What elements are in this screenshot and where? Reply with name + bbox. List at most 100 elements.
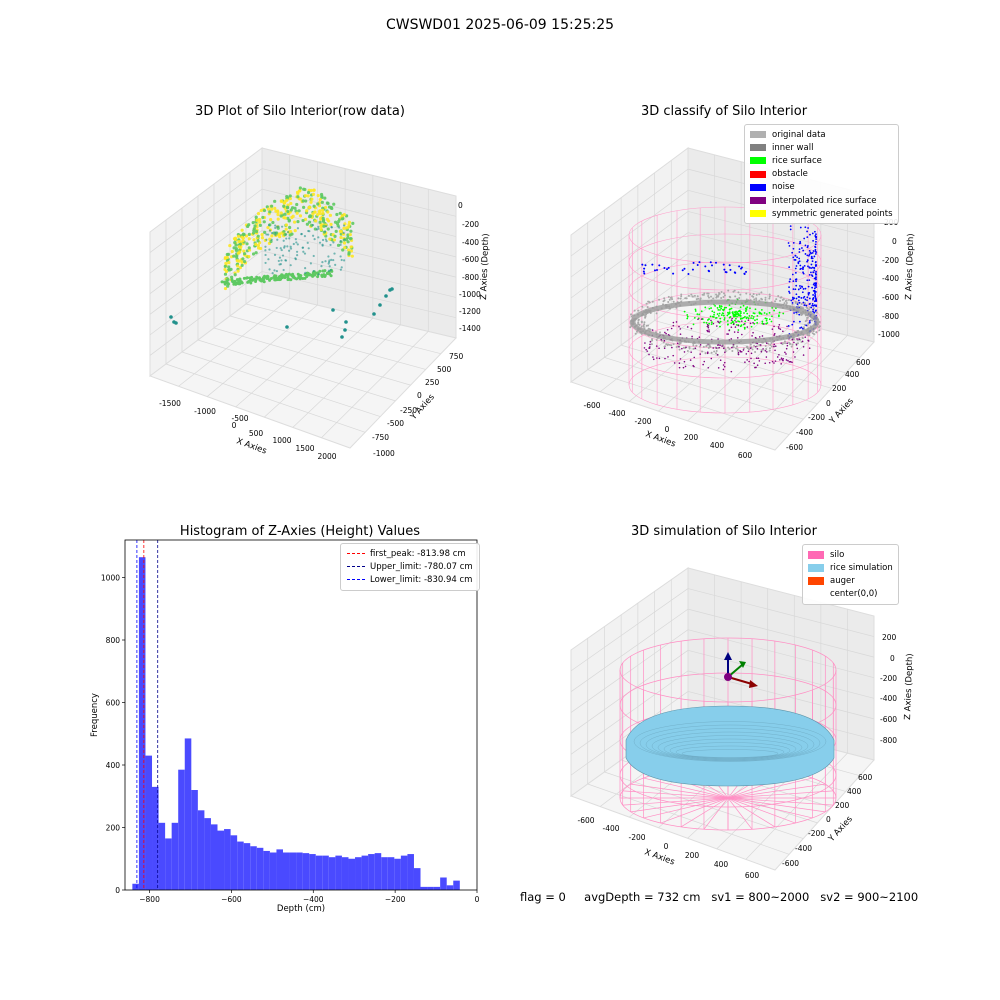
status-footer: flag = 0 avgDepth = 732 cm sv1 = 800~200…: [520, 890, 918, 904]
flag-text: flag = 0: [520, 890, 566, 904]
raw-ytick: -750: [372, 433, 389, 442]
histogram-bar: [210, 824, 218, 890]
raw-ytick: 750: [449, 352, 464, 361]
legend-swatch: [750, 157, 766, 165]
histogram-bar: [361, 855, 369, 890]
histogram-bar: [158, 822, 166, 890]
y-arrow-head-icon: [739, 661, 746, 668]
legend-label: first_peak: -813.98 cm: [370, 548, 466, 559]
histogram-bar: [335, 855, 342, 890]
raw-xtick: 1500: [295, 444, 314, 453]
cls-ztick: 0: [892, 237, 897, 246]
raw-xtick: -1000: [194, 407, 216, 416]
cls-ztick: -200: [882, 256, 899, 265]
sim-xtick: -400: [602, 824, 619, 833]
legend-item: noise: [750, 181, 893, 194]
sim-ytick: -600: [782, 859, 799, 868]
legend-line: [347, 579, 365, 581]
center-marker-icon: [724, 673, 732, 681]
histogram-bar: [433, 886, 441, 890]
sim-ytick: 200: [835, 801, 850, 810]
histogram-ytick-label: 800: [106, 636, 121, 645]
sim-ytick: 400: [847, 787, 862, 796]
sim-xtick: -600: [577, 816, 594, 825]
simulation-panel-title: 3D simulation of Silo Interior: [631, 524, 817, 539]
sim-xtick: 600: [745, 871, 760, 880]
histogram-xtick-label: −400: [303, 895, 324, 904]
histogram-ytick-label: 200: [106, 824, 121, 833]
histogram-bar: [152, 786, 159, 890]
y-axis-arrow-icon: [727, 664, 743, 678]
sim-xtick: 200: [685, 851, 700, 860]
histogram-bar: [322, 855, 329, 890]
cls-ytick: -400: [796, 428, 813, 437]
legend-item: first_peak: -813.98 cm: [347, 547, 473, 560]
sim-xtick: -200: [628, 833, 645, 842]
histogram-bar: [420, 886, 428, 890]
cls-ylabel: Y Axies: [827, 396, 856, 427]
legend-item: interpolated rice surface: [750, 194, 893, 207]
histogram-bar: [165, 838, 172, 890]
raw-ztick: 0: [458, 201, 463, 210]
raw-xtick: -500: [231, 414, 248, 423]
legend-label: center(0,0): [830, 589, 878, 600]
raw-xlabel: X Axies: [235, 436, 268, 456]
legend-label: noise: [772, 182, 795, 193]
histogram-bar: [387, 857, 395, 890]
legend-swatch: [808, 550, 824, 559]
legend-item: Upper_limit: -780.07 cm: [347, 560, 473, 573]
sim-ztick: -200: [880, 674, 897, 683]
raw-xtick: 2000: [317, 452, 336, 461]
histogram-bar: [263, 850, 270, 890]
cls-ytick: -600: [786, 443, 803, 452]
legend-label: Lower_limit: -830.94 cm: [370, 574, 473, 585]
raw-ztick: -600: [462, 255, 479, 264]
cls-ztick: -800: [882, 312, 899, 321]
cls-xtick: -200: [634, 417, 651, 426]
histogram-bar: [348, 858, 356, 890]
legend-label: obstacle: [772, 169, 808, 180]
legend-label: rice surface: [772, 155, 822, 166]
sim-ztick: -400: [880, 694, 897, 703]
classify-panel-title: 3D classify of Silo Interior: [640, 104, 808, 119]
legend-item: Lower_limit: -830.94 cm: [347, 573, 473, 586]
raw-ztick: -1400: [459, 324, 481, 333]
histogram-bar: [138, 557, 146, 890]
raw-xtick: 1000: [272, 436, 291, 445]
sim-ytick: -200: [808, 829, 825, 838]
histogram-xtick-label: 0: [475, 895, 480, 904]
sim-ytick: 0: [826, 815, 831, 824]
sim-ylabel: Y Axies: [826, 814, 855, 845]
histogram-ytick-label: 1000: [101, 574, 120, 583]
histogram-bar: [381, 857, 388, 890]
legend-swatch: [750, 170, 766, 178]
cls-xtick: -400: [608, 409, 625, 418]
figure-title: CWSWD01 2025-06-09 15:25:25: [385, 17, 615, 33]
legend-swatch: [808, 576, 824, 585]
legend-swatch: [750, 183, 766, 191]
histogram-bar: [400, 855, 408, 890]
legend-label: symmetric generated points: [772, 208, 893, 219]
histogram-bar: [368, 854, 375, 890]
legend-label: auger: [830, 575, 855, 586]
legend-item: symmetric generated points: [750, 207, 893, 220]
histogram-ytick-label: 0: [115, 886, 120, 895]
histogram-legend: first_peak: -813.98 cm Upper_limit: -780…: [340, 543, 480, 591]
histogram-bar: [237, 841, 244, 890]
x-axis-arrow-icon: [727, 676, 753, 685]
raw-ytick: -250: [400, 406, 417, 415]
sv2-text: sv2 = 900~2100: [820, 890, 919, 904]
histogram-frame: [124, 539, 478, 891]
raw-ylabel: Y Axies: [408, 392, 437, 423]
cls-xtick: 600: [738, 451, 753, 460]
cls-ytick: 200: [832, 384, 847, 393]
histogram-bar: [269, 852, 277, 890]
legend-swatch: [808, 590, 824, 598]
legend-label: silo: [830, 549, 845, 560]
histogram-title: Histogram of Z-Axies (Height) Values: [179, 524, 421, 539]
histogram-bar: [171, 822, 179, 890]
histogram-bar: [197, 810, 205, 890]
legend-line: [347, 566, 365, 568]
raw-xtick: 0: [232, 421, 237, 430]
histogram-bar: [178, 769, 185, 890]
